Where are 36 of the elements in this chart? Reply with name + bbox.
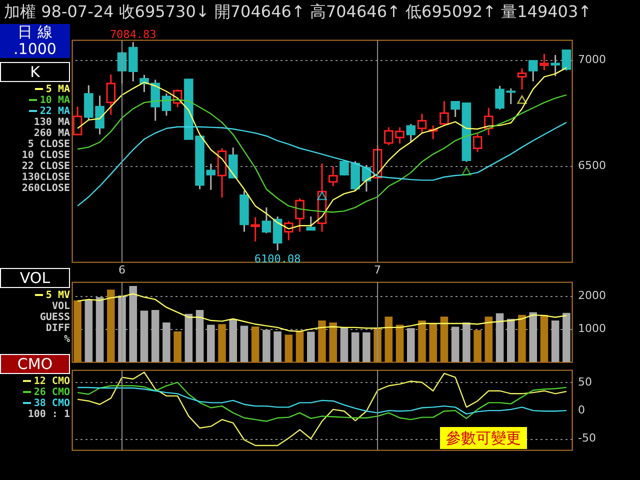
text: 22 CLOSE [20,161,70,172]
y-axis-title: VOL [0,268,70,288]
text: DIFF [44,323,70,334]
y-tick-label: 50 [578,375,592,388]
annotation: 6100.08 [254,252,301,266]
y-axis-title: K [0,62,70,82]
text: 260 MA [32,128,70,139]
y-tick-label: 6500 [578,158,606,172]
annotation: 參數可變更 [446,429,521,447]
annotation: 7084.83 [110,28,156,42]
chart-subtitle: 日 線 .1000 [0,23,70,58]
text: 5 CLOSE [26,139,70,150]
y-tick-label: 0 [578,404,585,417]
text: 260CLOSE [20,183,70,194]
y-tick-label: 1000 [578,322,606,336]
x-tick-label: 6 [118,264,126,276]
legend-label: 10 MA [38,95,70,106]
text: % [62,334,70,345]
text: 130 MA [32,117,70,128]
y-tick-label: 7000 [578,53,606,66]
legend-label: 38 CMO [32,398,70,409]
text: 130CLOSE [20,172,70,183]
legend-label: 5 MV [44,290,70,301]
legend-label: 5 MA [44,84,70,95]
text: VOL [50,301,70,312]
text: GUESS [38,312,70,323]
y-axis-title: CMO [0,354,70,374]
x-tick-label: 7 [374,264,382,276]
y-tick-label: 2000 [578,289,606,302]
legend-label: 12 CMO [32,376,70,387]
y-tick-label: -50 [578,432,596,445]
text: 100 : 1 [26,409,70,420]
legend-label: 26 CMO [32,387,70,398]
legend-label: 22 MA [38,106,70,117]
chart-title: 加權 98-07-24 收695730↓ 開704646↑ 高704646↑ 低695092↑ 量149403↑ [4,2,592,23]
text: 10 CLOSE [20,150,70,161]
